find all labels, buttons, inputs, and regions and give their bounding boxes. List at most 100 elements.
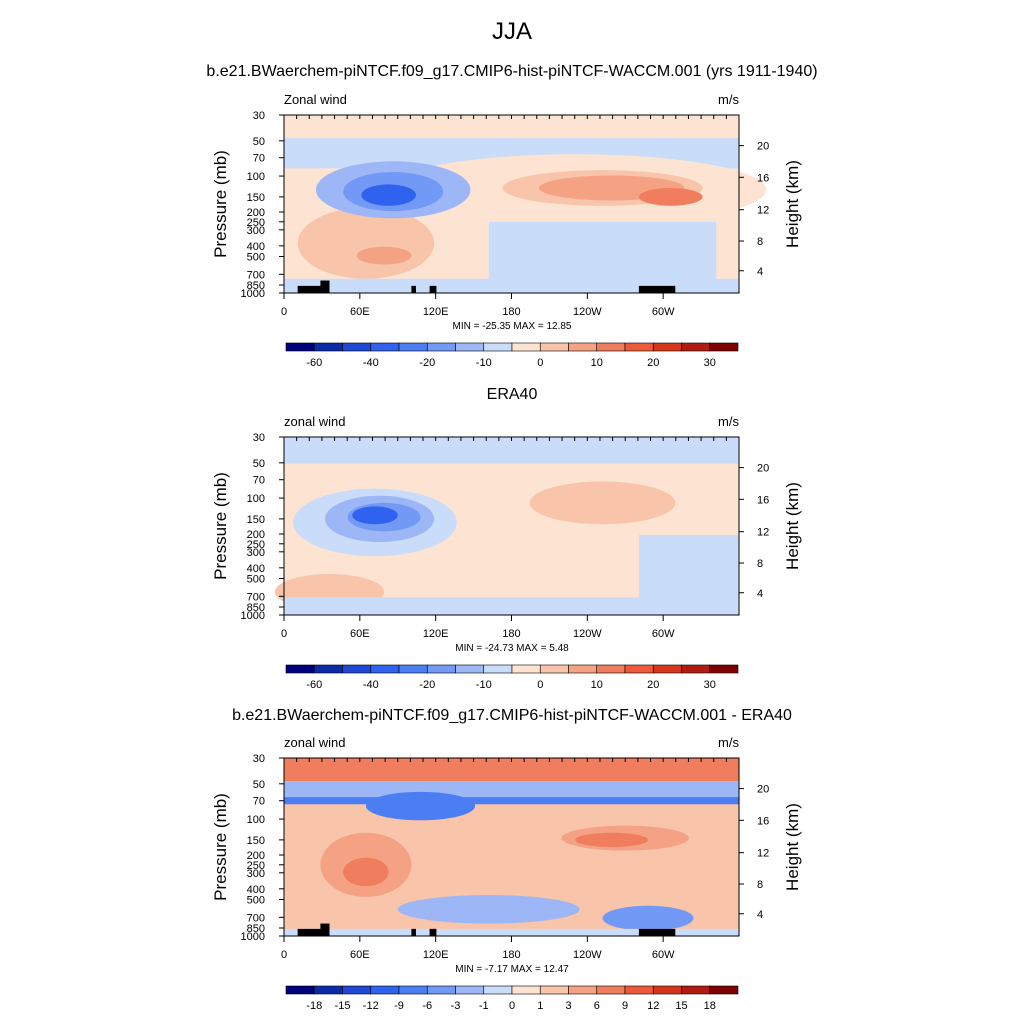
colorbar-swatch: [539, 342, 569, 352]
colorbar-label: 6: [594, 1000, 600, 1012]
colorbar-swatch: [342, 664, 372, 674]
x-tick-label: 60E: [350, 306, 370, 318]
y-axis-right-label: Height (km): [783, 160, 802, 248]
y-tick-label: 30: [253, 110, 265, 122]
topography: [429, 285, 437, 293]
y-tick-label: 100: [247, 493, 265, 505]
y-right-tick-label: 16: [757, 494, 769, 506]
topography: [638, 928, 676, 936]
colorbar-label: 1: [537, 1000, 543, 1012]
colorbar-swatch: [313, 342, 343, 352]
panel-3-title: b.e21.BWaerchem-piNTCF.f09_g17.CMIP6-his…: [232, 707, 792, 724]
y-right-tick-label: 20: [757, 463, 769, 475]
colorbar-swatch: [539, 664, 569, 674]
colorbar-swatch: [681, 664, 711, 674]
colorbar-label: -10: [476, 357, 492, 369]
y-tick-label: 70: [253, 475, 265, 487]
x-tick-label: 120W: [573, 949, 602, 961]
colorbar-label: 30: [704, 679, 716, 691]
colorbar-swatch: [652, 342, 682, 352]
contour-region: [529, 481, 676, 525]
colorbar-swatch: [483, 342, 513, 352]
colorbar-swatch: [483, 985, 513, 995]
colorbar-label: 0: [509, 1000, 515, 1012]
colorbar-label: -6: [422, 1000, 432, 1012]
colorbar-label: -60: [306, 357, 322, 369]
y-tick-label: 250: [247, 539, 265, 551]
y-right-tick-label: 8: [757, 236, 763, 248]
colorbar-swatch: [342, 342, 372, 352]
y-tick-label: 1000: [241, 288, 265, 300]
y-tick-label: 300: [247, 547, 265, 559]
colorbar-label: -60: [306, 679, 322, 691]
x-tick-label: 120E: [423, 949, 449, 961]
x-tick-label: 60W: [652, 628, 675, 640]
panel-1-plot: [279, 114, 767, 352]
contour-region: [361, 184, 416, 206]
contour-region: [356, 246, 412, 265]
colorbar-label: -15: [335, 1000, 351, 1012]
y-tick-label: 500: [247, 895, 265, 907]
y-right-tick-label: 8: [757, 558, 763, 570]
y-tick-label: 400: [247, 563, 265, 575]
y-tick-label: 700: [247, 269, 265, 281]
x-tick-label: 60W: [652, 949, 675, 961]
colorbar-swatch: [342, 985, 372, 995]
colorbar-label: -40: [363, 679, 379, 691]
min-max-stats: MIN = -24.73 MAX = 5.48: [455, 643, 569, 654]
y-tick-label: 70: [253, 796, 265, 808]
colorbar-label: -20: [419, 357, 435, 369]
colorbar-swatch: [483, 664, 513, 674]
topography: [638, 285, 676, 293]
colorbar-label: -1: [479, 1000, 489, 1012]
units-label: m/s: [718, 92, 739, 107]
y-tick-label: 50: [253, 458, 265, 470]
colorbar-swatch: [455, 664, 485, 674]
panel-2-title: ERA40: [486, 386, 538, 403]
y-tick-label: 700: [247, 912, 265, 924]
x-tick-label: 0: [281, 306, 287, 318]
min-max-stats: MIN = -7.17 MAX = 12.47: [455, 964, 569, 975]
y-right-tick-label: 4: [757, 266, 763, 278]
y-tick-label: 150: [247, 835, 265, 847]
colorbar-label: -18: [306, 1000, 322, 1012]
y-tick-label: 100: [247, 814, 265, 826]
colorbar-swatch: [455, 985, 485, 995]
colorbar-label: -9: [394, 1000, 404, 1012]
contour-region: [284, 115, 739, 139]
x-tick-label: 180: [502, 949, 520, 961]
y-tick-label: 200: [247, 529, 265, 541]
topography: [297, 285, 325, 293]
colorbar-swatch: [398, 985, 428, 995]
colorbar-swatch: [596, 664, 626, 674]
y-right-tick-label: 12: [757, 205, 769, 217]
y-tick-label: 500: [247, 574, 265, 586]
panel-3-plot: [279, 757, 744, 995]
panel-1-title: b.e21.BWaerchem-piNTCF.f09_g17.CMIP6-his…: [206, 63, 818, 80]
x-tick-label: 120E: [423, 306, 449, 318]
colorbar-swatch: [568, 664, 598, 674]
y-tick-label: 300: [247, 225, 265, 237]
y-tick-label: 100: [247, 171, 265, 183]
colorbar-swatch: [511, 664, 541, 674]
colorbar-label: 15: [675, 1000, 687, 1012]
variable-label: zonal wind: [284, 735, 345, 750]
colorbar-label: 10: [591, 679, 603, 691]
topography: [297, 928, 325, 936]
contour-region: [343, 857, 389, 887]
x-tick-label: 0: [281, 628, 287, 640]
colorbar-label: 10: [591, 357, 603, 369]
colorbar-swatch: [568, 985, 598, 995]
y-right-tick-label: 16: [757, 815, 769, 827]
contour-region: [297, 207, 435, 279]
y-tick-label: 1000: [241, 931, 265, 943]
y-tick-label: 300: [247, 868, 265, 880]
colorbar-label: 0: [537, 679, 543, 691]
y-axis-right-label: Height (km): [783, 482, 802, 570]
contour-region: [352, 506, 398, 525]
y-tick-label: 70: [253, 153, 265, 165]
y-axis-right-label: Height (km): [783, 803, 802, 891]
y-tick-label: 850: [247, 602, 265, 614]
colorbar-swatch: [596, 342, 626, 352]
